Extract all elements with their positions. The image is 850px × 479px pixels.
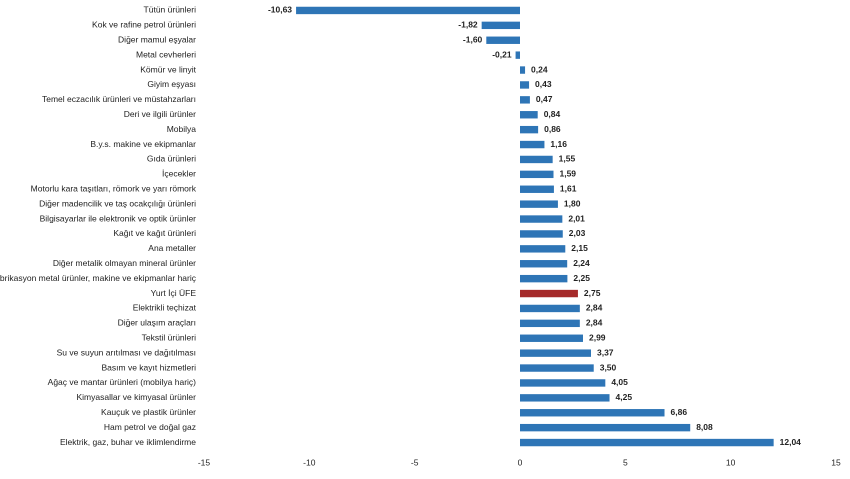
value-label: 3,50 xyxy=(600,362,617,372)
x-tick-label: -10 xyxy=(303,457,316,467)
value-label: 4,05 xyxy=(611,377,628,387)
value-label: 1,16 xyxy=(550,139,567,149)
bar xyxy=(520,230,563,238)
value-label: 2,99 xyxy=(589,333,606,343)
bar xyxy=(520,379,606,387)
bar xyxy=(520,319,580,328)
value-label: 3,37 xyxy=(597,347,614,357)
value-label: 0,84 xyxy=(544,109,561,119)
bar xyxy=(520,96,530,104)
bar xyxy=(520,81,530,89)
bar xyxy=(520,409,665,417)
x-tick-label: 15 xyxy=(831,457,841,467)
category-label: Elektrik, gaz, buhar ve iklimlendirme xyxy=(60,437,196,447)
bar xyxy=(520,289,578,298)
category-label: Kok ve rafine petrol ürünleri xyxy=(92,20,196,30)
category-label: Tekstil ürünleri xyxy=(142,333,196,343)
category-label: Ham petrol ve doğal gaz xyxy=(104,422,196,432)
category-label: Diğer metalik olmayan mineral ürünler xyxy=(53,258,196,268)
value-label: 2,84 xyxy=(586,318,603,328)
category-label: Diğer mamul eşyalar xyxy=(118,35,196,45)
value-label: 1,61 xyxy=(560,184,577,194)
category-label: Kağıt ve kağıt ürünleri xyxy=(113,228,196,238)
value-label: 2,75 xyxy=(584,288,601,298)
category-label: Fabrikasyon metal ürünler, makine ve eki… xyxy=(0,273,197,283)
value-label: 2,84 xyxy=(586,303,603,313)
bar xyxy=(520,170,554,179)
category-label: Bilgisayarlar ile elektronik ve optik ür… xyxy=(40,213,197,223)
value-label: 4,25 xyxy=(616,392,633,402)
bar xyxy=(520,334,583,342)
category-label: Giyim eşyası xyxy=(147,79,196,89)
bar xyxy=(515,51,520,59)
value-label: 0,47 xyxy=(536,94,553,104)
x-tick-label: 0 xyxy=(518,457,523,467)
value-label: 8,08 xyxy=(696,422,713,432)
value-label: 2,15 xyxy=(571,243,588,253)
category-label: Kömür ve linyit xyxy=(140,64,196,74)
bar xyxy=(296,6,520,15)
value-label: 1,80 xyxy=(564,198,581,208)
category-label: Elektrikli teçhizat xyxy=(133,303,197,313)
category-label: Su ve suyun arıtılması ve dağıtılması xyxy=(57,347,196,357)
bar xyxy=(520,394,610,402)
value-label: -1,82 xyxy=(458,20,478,30)
x-tick-label: -5 xyxy=(411,457,419,467)
value-label: 6,86 xyxy=(671,407,688,417)
x-tick-label: -15 xyxy=(198,457,211,467)
bar xyxy=(520,215,563,223)
x-tick-label: 5 xyxy=(623,457,628,467)
category-label: Basım ve kayıt hizmetleri xyxy=(102,362,197,372)
bar xyxy=(520,125,539,134)
category-label: Ana metaller xyxy=(148,243,196,253)
category-label: Gıda ürünleri xyxy=(147,154,196,164)
value-label: 2,25 xyxy=(573,273,590,283)
bar xyxy=(520,155,553,164)
bar xyxy=(520,304,580,313)
value-label: 2,03 xyxy=(569,228,586,238)
value-label: -1,60 xyxy=(463,35,483,45)
bar xyxy=(520,140,545,149)
value-label: -10,63 xyxy=(268,5,292,15)
category-label: Ağaç ve mantar ürünleri (mobilya hariç) xyxy=(48,377,197,387)
bar xyxy=(520,349,591,357)
value-label: 0,86 xyxy=(544,124,561,134)
category-label: Yurt İçi ÜFE xyxy=(151,288,197,298)
value-label: 1,55 xyxy=(559,154,576,164)
category-label: Diğer ulaşım araçları xyxy=(118,318,196,328)
bar xyxy=(520,66,526,74)
category-label: Diğer madencilik ve taş ocakçılığı ürünl… xyxy=(39,198,196,208)
category-label: Kauçuk ve plastik ürünler xyxy=(101,407,196,417)
value-label: 1,59 xyxy=(559,169,576,179)
category-label: Motorlu kara taşıtları, römork ve yarı r… xyxy=(31,184,197,194)
bar xyxy=(486,36,520,44)
category-label: B.y.s. makine ve ekipmanlar xyxy=(90,139,196,149)
bar xyxy=(520,364,594,372)
bar xyxy=(520,260,568,268)
bar xyxy=(520,200,558,208)
bar xyxy=(520,438,774,447)
value-label: 2,24 xyxy=(573,258,590,268)
category-label: Deri ve ilgili ürünler xyxy=(124,109,196,119)
value-label: 2,01 xyxy=(568,213,585,223)
category-label: Mobilya xyxy=(167,124,197,134)
category-label: Temel eczacılık ürünleri ve müstahzarlar… xyxy=(42,94,196,104)
category-label: Kimyasallar ve kimyasal ürünler xyxy=(76,392,196,402)
bar xyxy=(520,274,568,283)
bar xyxy=(520,423,691,432)
value-label: 12,04 xyxy=(780,437,802,447)
value-label: 0,43 xyxy=(535,79,552,89)
bar xyxy=(520,111,538,119)
category-label: Metal cevherleri xyxy=(136,49,196,59)
value-label: -0,21 xyxy=(492,49,512,59)
category-label: Tütün ürünleri xyxy=(144,5,197,15)
value-label: 0,24 xyxy=(531,64,548,74)
category-label: İçecekler xyxy=(162,169,196,179)
bar xyxy=(481,21,520,30)
x-tick-label: 10 xyxy=(726,457,736,467)
bar xyxy=(520,185,554,193)
bar xyxy=(520,245,566,253)
